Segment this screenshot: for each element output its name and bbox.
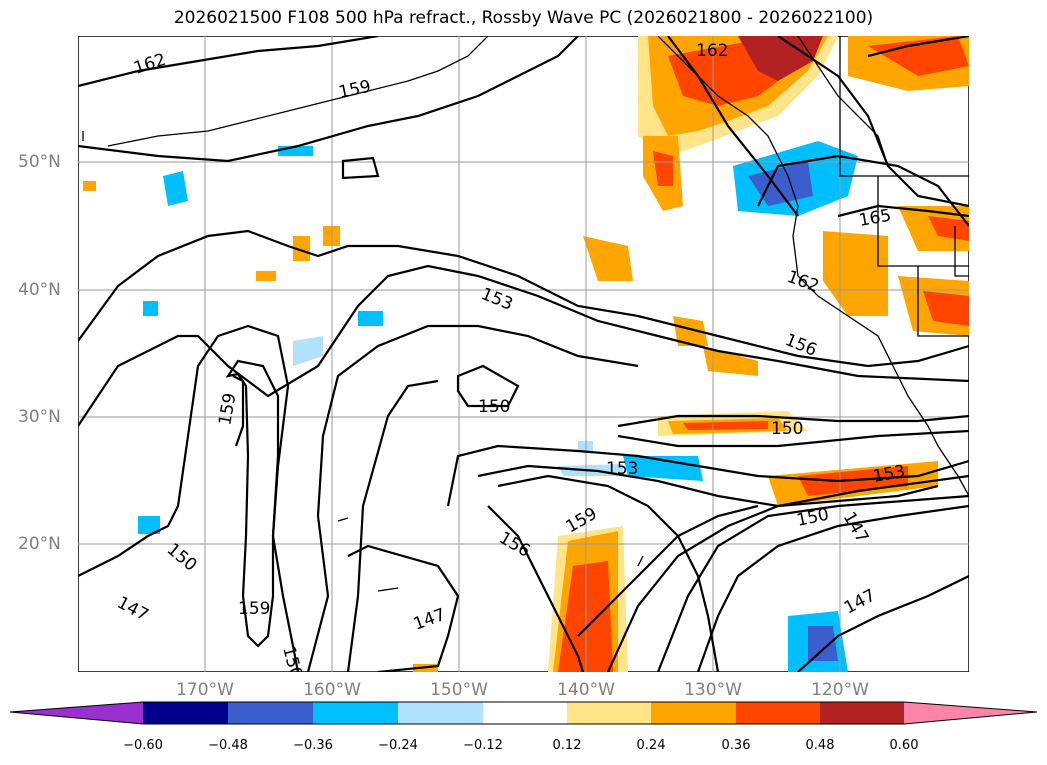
- map-canvas: 162 159 162 165 162 153 156 159 150 150 …: [78, 36, 969, 672]
- colorbar-tick: 0.12: [552, 738, 582, 753]
- colorbar-tick: 0.36: [721, 738, 751, 753]
- colorbar-tick: −0.24: [378, 738, 418, 753]
- lat-label: 20°N: [18, 534, 61, 554]
- colorbar-tick: 0.24: [636, 738, 666, 753]
- colorbar-tick: −0.12: [463, 738, 503, 753]
- lon-label: 160°W: [303, 680, 361, 700]
- colorbar-tick: −0.60: [123, 738, 163, 753]
- colorbar-bin: [143, 702, 228, 724]
- colorbar-extend-low: [10, 702, 143, 724]
- map-title: 2026021500 F108 500 hPa refract., Rossby…: [173, 8, 874, 28]
- colorbar-bin: [651, 702, 736, 724]
- colorbar-tick: 0.48: [805, 738, 835, 753]
- coastlines: [82, 36, 969, 592]
- shading-positive: [83, 36, 969, 672]
- lat-label: 50°N: [18, 152, 61, 172]
- colorbar-tick: 0.60: [889, 738, 919, 753]
- contour-label: 150: [478, 397, 510, 417]
- colorbar-extend-high: [904, 702, 1037, 724]
- lat-label: 40°N: [18, 280, 61, 300]
- lat-label: 30°N: [18, 407, 61, 427]
- lon-label: 140°W: [557, 680, 615, 700]
- colorbar-bin: [483, 702, 567, 724]
- lon-label: 170°W: [176, 680, 234, 700]
- colorbar-bin: [820, 702, 904, 724]
- lon-label: 130°W: [684, 680, 742, 700]
- shading-negative: [138, 141, 858, 672]
- contour-label: 150: [771, 419, 803, 439]
- contour-label: 159: [238, 599, 270, 619]
- colorbar-bin: [313, 702, 398, 724]
- colorbar-bin: [398, 702, 483, 724]
- contour-label: 162: [696, 41, 728, 61]
- colorbar-bin: [736, 702, 820, 724]
- colorbar: [10, 701, 1037, 725]
- lon-label: 120°W: [811, 680, 869, 700]
- colorbar-tick: −0.48: [208, 738, 248, 753]
- map-panel: 162 159 162 165 162 153 156 159 150 150 …: [78, 36, 969, 672]
- colorbar-tick: −0.36: [293, 738, 333, 753]
- height-contours: [78, 36, 969, 672]
- lon-label: 150°W: [430, 680, 488, 700]
- colorbar-bin: [567, 702, 651, 724]
- contour-label: 153: [606, 459, 638, 479]
- map-frame: [78, 36, 969, 672]
- colorbar-bin: [228, 702, 313, 724]
